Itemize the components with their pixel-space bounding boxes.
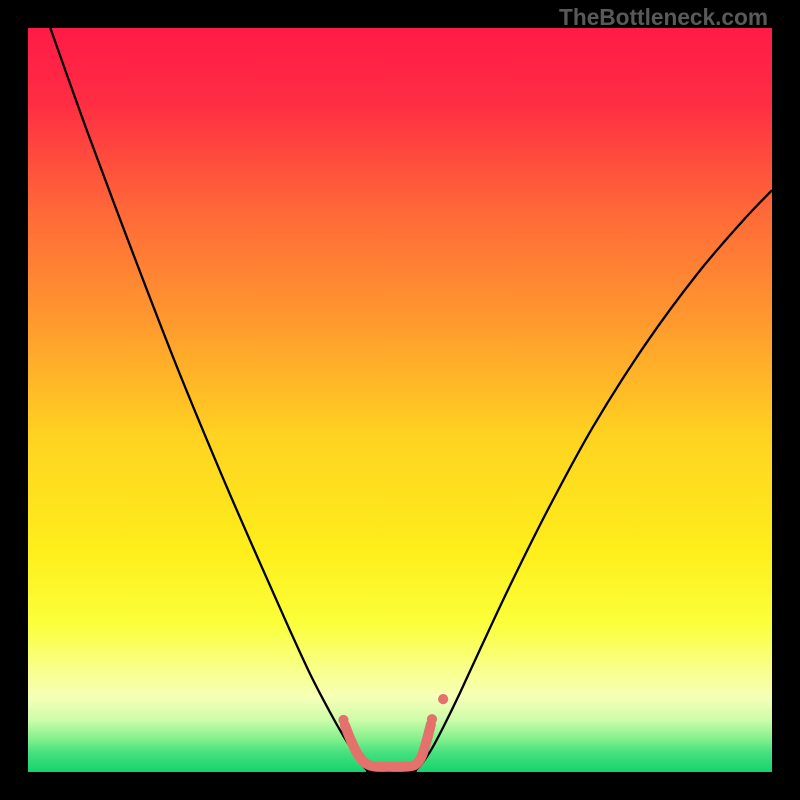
highlight-dot [438, 694, 448, 704]
highlight-segment [345, 724, 431, 767]
chart-canvas: TheBottleneck.com [0, 0, 800, 800]
highlight-dot [427, 714, 437, 724]
watermark-text: TheBottleneck.com [559, 4, 768, 31]
highlight-dot [338, 715, 348, 725]
curves-layer [0, 0, 800, 800]
bottleneck-curve [50, 28, 772, 772]
